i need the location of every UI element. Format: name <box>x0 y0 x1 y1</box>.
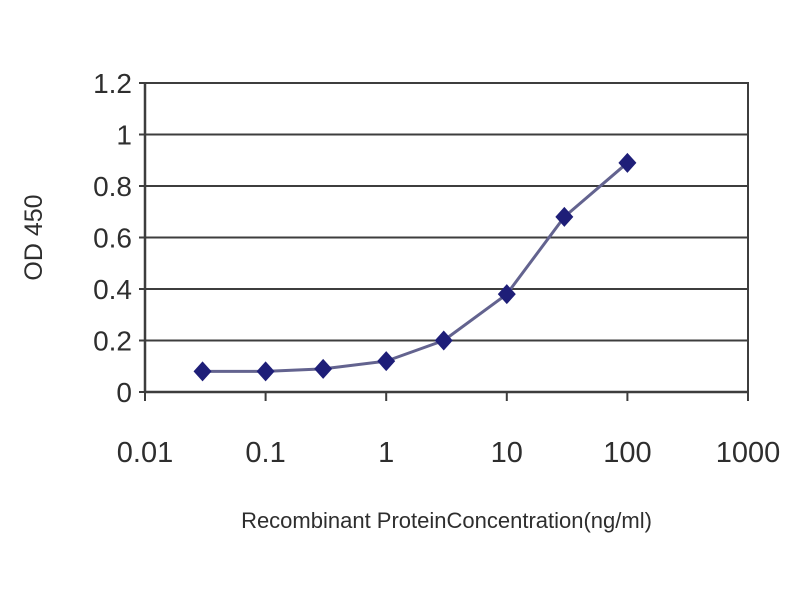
x-tick-label: 10 <box>491 437 523 469</box>
y-tick-label: 1.2 <box>93 68 132 99</box>
y-tick-label: 1 <box>116 120 132 151</box>
x-axis-title: Recombinant ProteinConcentration(ng/ml) <box>241 508 652 533</box>
data-point-marker <box>434 330 453 351</box>
x-tick-label: 100 <box>603 437 651 469</box>
y-axis-title: OD 450 <box>20 194 48 280</box>
data-point-marker <box>377 351 396 372</box>
data-point-marker <box>555 206 574 227</box>
x-tick-label: 1 <box>378 437 394 469</box>
y-tick-label: 0.6 <box>93 223 132 254</box>
data-point-marker <box>618 152 637 173</box>
data-point-marker <box>497 284 516 305</box>
series-line <box>202 161 629 373</box>
x-tick-label: 0.1 <box>245 437 285 469</box>
x-tick-label: 1000 <box>716 437 781 469</box>
y-tick-label: 0.4 <box>93 274 132 305</box>
data-point-marker <box>193 361 212 382</box>
y-tick-label: 0.2 <box>93 326 132 357</box>
x-tick-label: 0.01 <box>117 437 173 469</box>
y-tick-label: 0.8 <box>93 171 132 202</box>
data-point-marker <box>256 361 275 382</box>
y-tick-label: 0 <box>116 377 132 408</box>
data-point-marker <box>314 358 333 379</box>
